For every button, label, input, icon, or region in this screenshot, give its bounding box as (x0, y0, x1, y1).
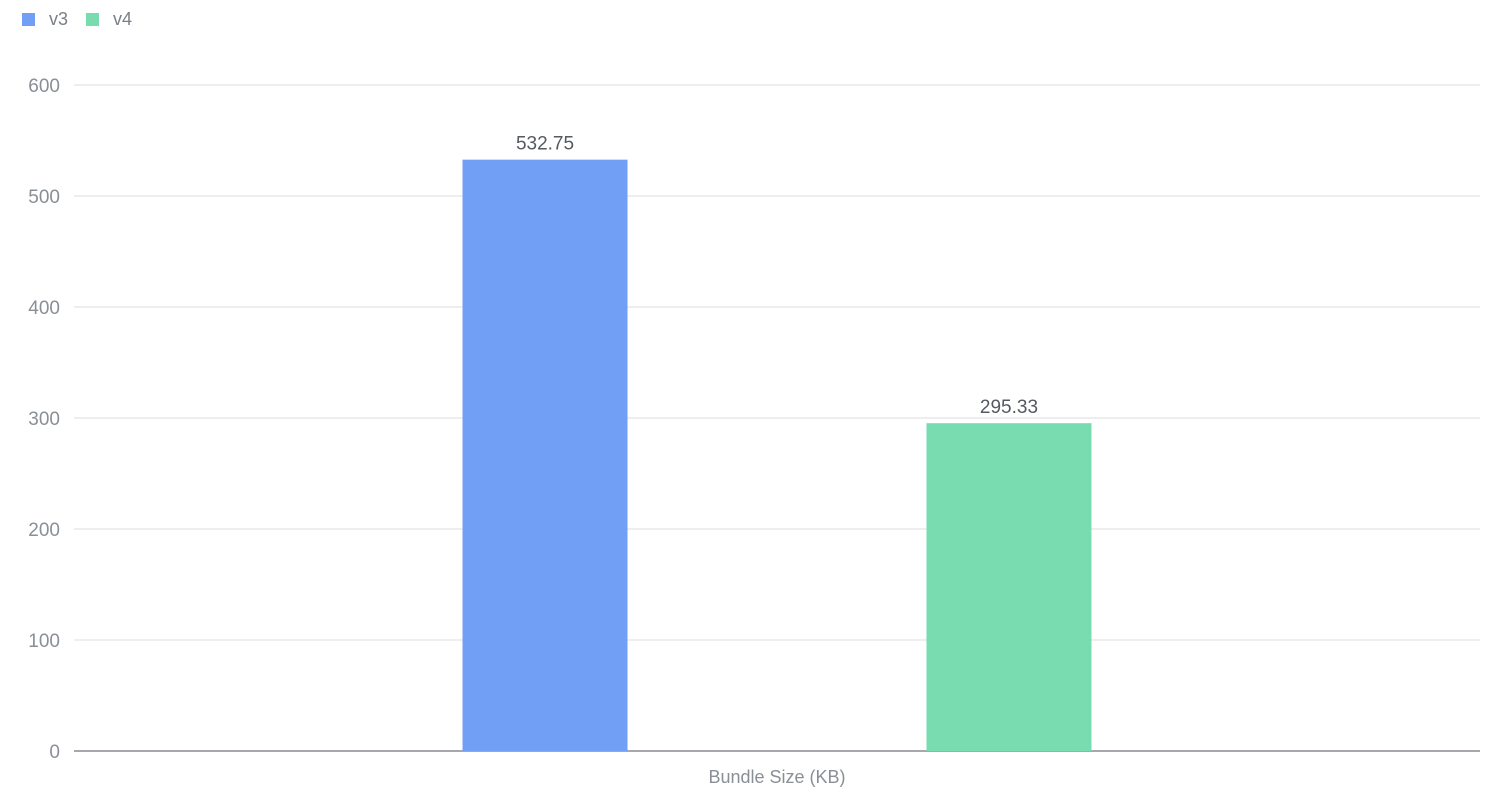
x-axis-label: Bundle Size (KB) (708, 767, 845, 787)
y-tick-label-200: 200 (28, 520, 60, 541)
bar-v3[interactable] (462, 159, 628, 751)
y-tick-label-100: 100 (28, 631, 60, 652)
y-tick-label-300: 300 (28, 409, 60, 430)
data-label-v4: 295.33 (980, 397, 1038, 418)
y-tick-label-600: 600 (28, 76, 60, 97)
data-label-v3: 532.75 (516, 134, 574, 155)
y-axis: 0 100 200 300 400 500 600 (28, 76, 60, 763)
legend-swatch-v3 (22, 13, 35, 26)
bars (462, 159, 1092, 751)
legend-item-v4[interactable]: v4 (86, 9, 132, 30)
data-labels: 532.75 295.33 (516, 134, 1038, 419)
gridlines (74, 84, 1480, 752)
y-tick-label-0: 0 (49, 742, 60, 763)
legend-label-v4: v4 (113, 9, 133, 29)
legend-label-v3: v3 (49, 9, 69, 29)
y-tick-label-400: 400 (28, 298, 60, 319)
y-tick-label-500: 500 (28, 187, 60, 208)
legend-swatch-v4 (86, 13, 100, 26)
legend-item-v3[interactable]: v3 (22, 9, 68, 30)
bar-v4[interactable] (926, 423, 1092, 751)
legend: v3 v4 (22, 9, 132, 30)
